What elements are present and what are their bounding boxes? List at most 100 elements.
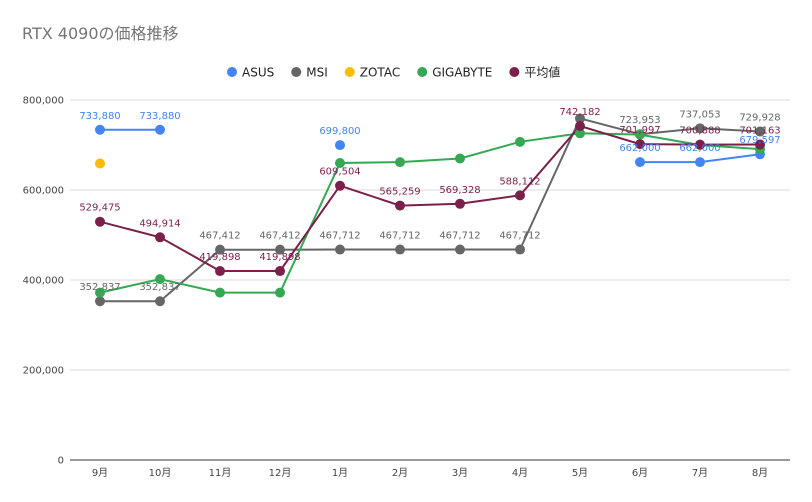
series-line bbox=[100, 128, 761, 164]
y-tick-label: 800,000 bbox=[23, 96, 64, 107]
data-point bbox=[695, 157, 705, 168]
data-label: 467,712 bbox=[319, 231, 360, 242]
data-label: 352,837 bbox=[139, 282, 180, 293]
data-point bbox=[215, 287, 225, 298]
legend-marker bbox=[227, 67, 237, 77]
data-point bbox=[95, 158, 105, 169]
data-label: 700,888 bbox=[679, 126, 720, 137]
data-label: 662,000 bbox=[619, 143, 660, 154]
data-point bbox=[275, 287, 285, 298]
data-point bbox=[275, 244, 285, 255]
legend-marker bbox=[291, 67, 302, 77]
x-tick-label: 6月 bbox=[632, 467, 648, 479]
data-label: 729,928 bbox=[739, 113, 780, 124]
data-point bbox=[155, 124, 165, 135]
data-label: 569,328 bbox=[439, 185, 480, 196]
data-point bbox=[635, 129, 645, 140]
chart-title: RTX 4090の価格推移 bbox=[22, 24, 179, 43]
x-tick-label: 5月 bbox=[572, 467, 588, 479]
data-point bbox=[155, 296, 165, 307]
series-line bbox=[100, 117, 761, 303]
data-point bbox=[155, 232, 165, 243]
y-tick-label: 400,000 bbox=[23, 276, 64, 287]
data-label: 662,000 bbox=[679, 143, 720, 154]
x-tick-label: 1月 bbox=[332, 467, 348, 479]
x-tick-label: 3月 bbox=[452, 467, 468, 479]
data-label: 565,259 bbox=[379, 187, 420, 198]
data-label: 742,182 bbox=[559, 107, 600, 118]
data-point bbox=[575, 128, 585, 139]
data-point bbox=[575, 121, 585, 132]
data-point bbox=[455, 244, 465, 255]
data-point bbox=[335, 180, 345, 191]
legend-marker bbox=[417, 67, 428, 77]
data-label: 419,898 bbox=[259, 252, 300, 263]
series-line bbox=[99, 132, 761, 294]
data-point bbox=[575, 113, 585, 124]
legend-label: 平均値 bbox=[524, 65, 560, 80]
data-label: 588,112 bbox=[499, 176, 540, 187]
y-tick-label: 0 bbox=[58, 456, 64, 467]
data-point bbox=[395, 244, 405, 255]
data-point bbox=[515, 136, 525, 147]
data-label: 723,953 bbox=[619, 115, 660, 126]
data-point bbox=[335, 244, 345, 255]
data-point bbox=[155, 274, 165, 285]
series-line bbox=[99, 124, 761, 272]
data-point bbox=[395, 200, 405, 211]
data-label: 467,712 bbox=[439, 231, 480, 242]
data-label: 467,412 bbox=[259, 231, 300, 242]
data-label: 609,504 bbox=[319, 167, 360, 178]
data-point bbox=[515, 190, 525, 201]
x-tick-label: 10月 bbox=[149, 467, 172, 479]
data-point bbox=[455, 153, 465, 164]
data-label: 733,880 bbox=[79, 111, 120, 122]
data-point bbox=[635, 157, 645, 168]
data-label: 737,053 bbox=[679, 109, 720, 120]
legend-marker bbox=[509, 67, 520, 77]
x-tick-label: 7月 bbox=[692, 467, 708, 479]
legend-label: MSI bbox=[306, 66, 328, 80]
data-label: 419,898 bbox=[199, 252, 240, 263]
data-label: 733,880 bbox=[139, 111, 180, 122]
x-tick-label: 2月 bbox=[392, 467, 408, 479]
y-tick-label: 200,000 bbox=[23, 366, 64, 377]
x-tick-label: 12月 bbox=[269, 467, 292, 479]
data-point bbox=[215, 244, 225, 255]
x-tick-label: 9月 bbox=[92, 467, 108, 479]
data-label: 529,475 bbox=[79, 203, 120, 214]
legend-label: ASUS bbox=[242, 66, 274, 80]
data-point bbox=[515, 244, 525, 255]
data-point bbox=[755, 126, 765, 137]
data-point bbox=[755, 139, 765, 150]
legend-label: ZOTAC bbox=[360, 66, 400, 80]
data-label: 701,997 bbox=[619, 125, 660, 136]
data-label: 701,163 bbox=[739, 125, 780, 136]
data-point bbox=[695, 139, 705, 150]
x-tick-label: 11月 bbox=[209, 467, 232, 479]
data-point bbox=[395, 157, 405, 168]
data-point bbox=[695, 123, 705, 134]
data-point bbox=[455, 198, 465, 209]
data-point bbox=[95, 216, 105, 227]
legend-marker bbox=[344, 67, 355, 77]
data-point bbox=[635, 139, 645, 150]
data-label: 467,712 bbox=[379, 231, 420, 242]
data-label: 679,597 bbox=[739, 135, 780, 146]
data-point bbox=[95, 287, 105, 298]
data-point bbox=[95, 124, 105, 135]
y-tick-label: 600,000 bbox=[23, 186, 64, 197]
data-point bbox=[95, 296, 105, 307]
x-tick-label: 4月 bbox=[512, 467, 528, 479]
data-label: 352,837 bbox=[79, 282, 120, 293]
data-point bbox=[335, 158, 345, 168]
legend-label: GIGABYTE bbox=[432, 66, 492, 80]
data-point bbox=[275, 266, 285, 277]
x-tick-label: 8月 bbox=[752, 467, 768, 479]
data-point bbox=[335, 140, 345, 151]
data-label: 494,914 bbox=[139, 218, 180, 229]
data-label: 699,800 bbox=[319, 126, 360, 137]
data-label: 467,412 bbox=[199, 231, 240, 242]
